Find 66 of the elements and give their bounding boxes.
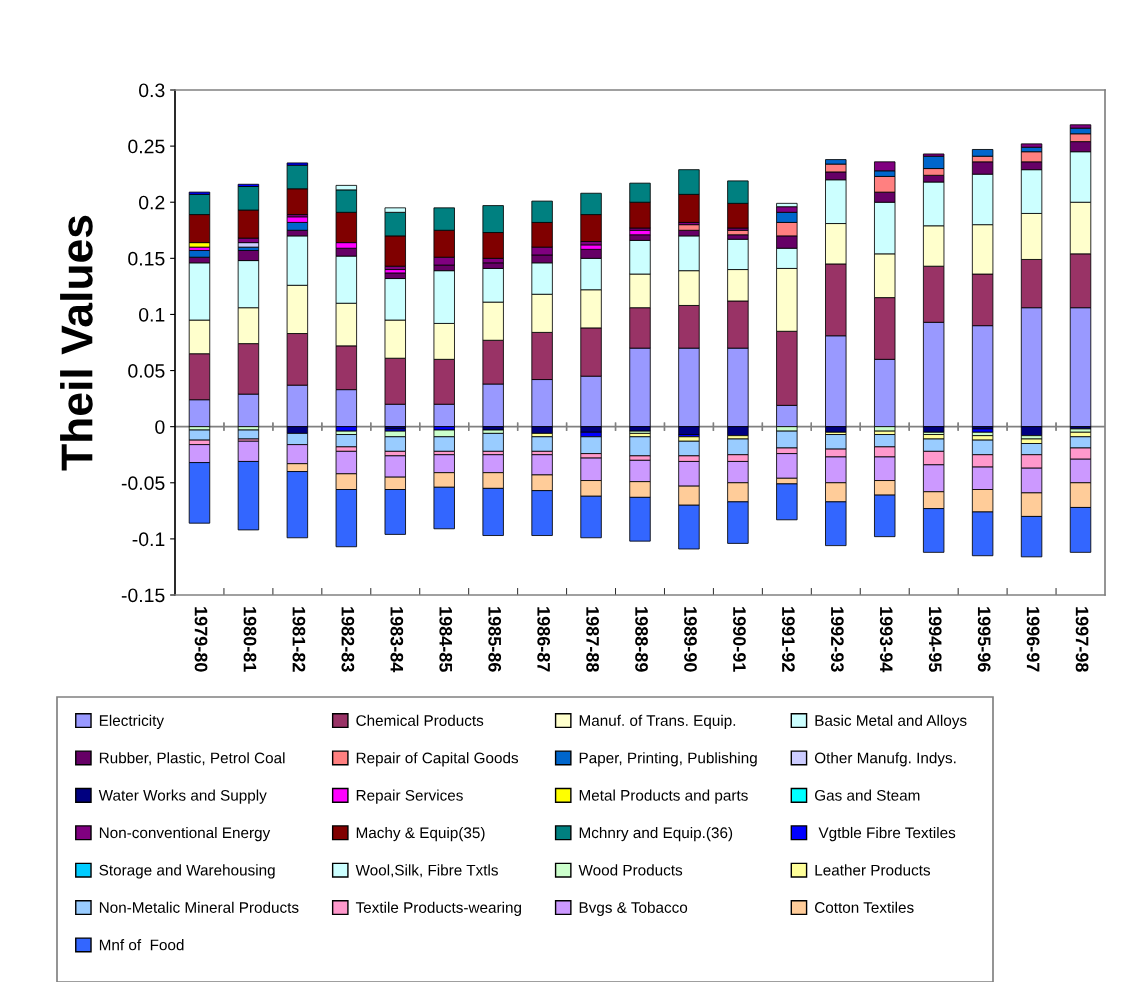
x-tick-label: 1989-90 xyxy=(684,607,697,672)
legend-label: Manuf. of Trans. Equip. xyxy=(579,714,736,729)
legend-label: Other Manufg. Indys. xyxy=(814,752,956,767)
x-tick-label: 1995-96 xyxy=(977,607,991,672)
legend-label: Rubber, Plastic, Petrol Coal xyxy=(99,752,285,766)
y-tick-label: -0.15 xyxy=(121,588,165,603)
x-tick-label: 1996-97 xyxy=(1026,607,1040,672)
legend-label: Non-conventional Energy xyxy=(99,826,271,842)
bar xyxy=(678,440,700,457)
x-tick-label: 1979-80 xyxy=(194,607,208,672)
legend-label: Non-Metalic Mineral Products xyxy=(99,901,299,913)
bar xyxy=(531,436,553,452)
bar xyxy=(188,429,211,441)
legend-label: Wool,Silk, Fibre Txtls xyxy=(355,864,498,878)
y-tick-label: 0.15 xyxy=(128,251,165,266)
y-tick-label: 0.2 xyxy=(139,195,165,210)
y-tick-label: 0 xyxy=(155,420,165,434)
x-tick-label: 1982-83 xyxy=(341,607,355,672)
legend-label: Textile Products-wearing xyxy=(355,901,521,916)
legend-label: Bvgs & Tobacco xyxy=(579,901,688,916)
y-tick-label: 0.3 xyxy=(139,83,165,98)
x-tick-label: 1981-82 xyxy=(292,607,306,672)
x-tick-label: 1980-81 xyxy=(243,607,257,672)
bar xyxy=(776,430,798,449)
x-tick-label: 1992-93 xyxy=(830,607,844,672)
legend-label: Leather Products xyxy=(815,864,931,876)
x-tick-label: 1986-87 xyxy=(537,607,551,672)
x-tick-label: 1993-94 xyxy=(879,607,893,673)
x-tick-label: 1994-95 xyxy=(928,607,942,672)
legend-label: Vgtble Fibre Textiles xyxy=(818,826,956,842)
bar xyxy=(237,429,260,440)
y-tick-label: 0.25 xyxy=(128,139,165,154)
legend-label: Chemical Products xyxy=(356,714,484,726)
x-tick-label: 1991-92 xyxy=(782,607,795,672)
bar xyxy=(335,434,358,448)
legend-label: Basic Metal and Alloys xyxy=(815,714,967,729)
legend-label: Paper, Printing, Publishing xyxy=(579,752,757,767)
legend-label: Mchnry and Equip.(36) xyxy=(579,826,733,842)
bar xyxy=(237,242,260,248)
bar xyxy=(1020,143,1043,148)
bar xyxy=(580,436,602,455)
x-tick-label: 1983-84 xyxy=(390,607,404,673)
y-tick-label: -0.1 xyxy=(132,532,165,547)
legend-label: Repair of Capital Goods xyxy=(356,752,519,767)
x-tick-label: 1985-86 xyxy=(488,607,502,672)
legend-label: Water Works and Supply xyxy=(98,789,267,804)
x-tick-label: 1997-98 xyxy=(1075,607,1089,672)
legend-label: Mnf of Food xyxy=(99,939,184,951)
legend-label: Wood Products xyxy=(578,864,683,876)
legend-label: Cotton Textiles xyxy=(815,901,914,913)
legend-label: Machy & Equip(35) xyxy=(356,826,485,842)
y-tick-label: 0.05 xyxy=(128,364,165,378)
x-tick-label: 1984-85 xyxy=(439,607,453,672)
x-tick-label: 1988-89 xyxy=(635,607,648,672)
legend-label: Gas and Steam xyxy=(814,789,920,801)
bar xyxy=(482,432,504,452)
y-tick-label: 0.1 xyxy=(139,307,165,322)
x-tick-label: 1987-88 xyxy=(586,607,599,672)
legend-label: Electricity xyxy=(99,714,164,729)
y-axis-title: Theil Values xyxy=(60,215,93,471)
bar xyxy=(629,436,651,457)
y-tick-label: -0.05 xyxy=(121,476,165,491)
x-tick-label: 1990-91 xyxy=(733,607,746,672)
legend-label: Metal Products and parts xyxy=(579,789,748,804)
legend-label: Repair Services xyxy=(356,789,463,804)
legend-label: Storage and Warehousing xyxy=(99,864,275,879)
